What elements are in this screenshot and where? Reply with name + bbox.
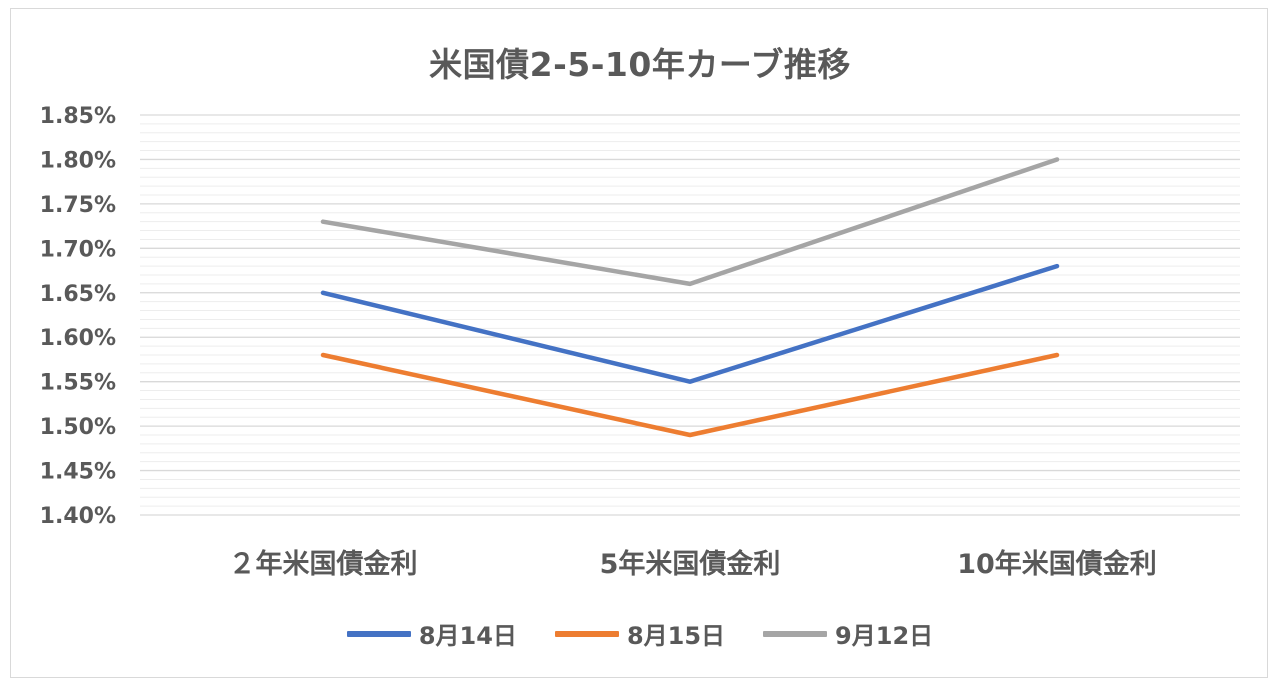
y-tick-label: 1.65% bbox=[40, 282, 116, 307]
y-tick-label: 1.60% bbox=[40, 326, 116, 351]
y-tick-label: 1.50% bbox=[40, 415, 116, 440]
legend-swatch bbox=[346, 630, 411, 637]
y-tick-label: 1.40% bbox=[40, 504, 116, 529]
x-tick-label: 5年米国債金利 bbox=[600, 548, 781, 580]
y-tick-label: 1.45% bbox=[40, 460, 116, 485]
y-tick-label: 1.80% bbox=[40, 148, 116, 173]
chart-title: 米国債2-5-10年カーブ推移 bbox=[429, 45, 851, 84]
y-tick-label: 1.85% bbox=[40, 104, 116, 129]
legend-swatch bbox=[554, 630, 619, 637]
legend-label: 8月15日 bbox=[626, 622, 726, 650]
legend-label: 8月14日 bbox=[418, 622, 517, 650]
x-tick-label: ２年米国債金利 bbox=[229, 548, 418, 580]
y-tick-label: 1.75% bbox=[40, 193, 116, 218]
legend-swatch bbox=[763, 630, 828, 637]
x-tick-label: 10年米国債金利 bbox=[957, 548, 1157, 580]
legend-item-1: 8月14日 bbox=[346, 616, 517, 651]
legend: 8月14日 8月15日 9月12日 bbox=[0, 616, 1280, 651]
legend-item-2: 8月15日 bbox=[554, 616, 726, 651]
legend-item-3: 9月12日 bbox=[763, 616, 933, 651]
series-line-3 bbox=[320, 157, 1060, 287]
chart-frame bbox=[10, 8, 1268, 678]
legend-label: 9月12日 bbox=[835, 622, 934, 650]
y-tick-label: 1.55% bbox=[40, 371, 116, 396]
y-tick-label: 1.70% bbox=[40, 237, 116, 262]
series-line-2 bbox=[320, 352, 1060, 438]
series-line-1 bbox=[320, 263, 1060, 384]
